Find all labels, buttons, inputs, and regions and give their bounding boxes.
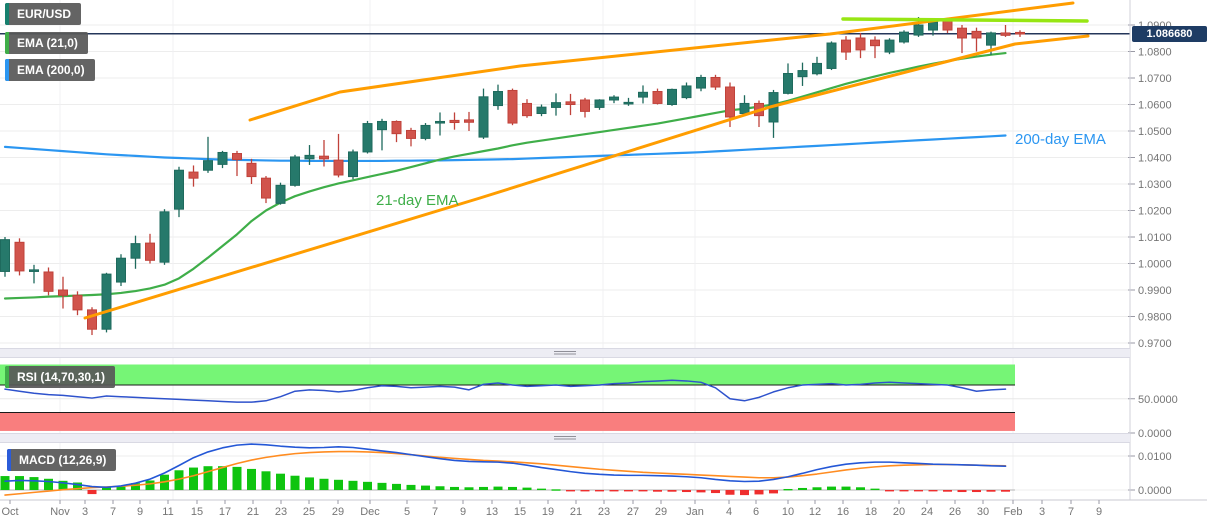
svg-text:0.0000: 0.0000 [1138, 485, 1172, 497]
svg-text:3: 3 [82, 506, 88, 518]
svg-text:Dec: Dec [360, 506, 380, 518]
svg-text:29: 29 [655, 506, 667, 518]
rsi-panel[interactable] [0, 364, 1130, 431]
ema21-annotation: 21-day EMA [376, 192, 459, 209]
ema200-badge-label: EMA (200,0) [17, 63, 85, 77]
svg-text:0.9900: 0.9900 [1138, 285, 1172, 297]
svg-text:21: 21 [570, 506, 582, 518]
svg-text:15: 15 [191, 506, 203, 518]
svg-text:15: 15 [514, 506, 526, 518]
ema21-line [3, 51, 1007, 300]
svg-text:3: 3 [1039, 506, 1045, 518]
svg-text:11: 11 [162, 506, 173, 518]
svg-text:Feb: Feb [1004, 506, 1023, 518]
macd-badge-label: MACD (12,26,9) [19, 453, 107, 467]
svg-text:1.0100: 1.0100 [1138, 232, 1172, 244]
svg-text:12: 12 [809, 506, 821, 518]
rsi-axis[interactable]: 50.0000 0.0000 [1128, 394, 1178, 440]
svg-text:Nov: Nov [50, 506, 70, 518]
svg-text:4: 4 [726, 506, 732, 518]
symbol-badge: EUR/USD [5, 3, 82, 25]
svg-text:26: 26 [949, 506, 961, 518]
svg-text:17: 17 [219, 506, 231, 518]
svg-text:19: 19 [542, 506, 554, 518]
symbol-badge-label: EUR/USD [17, 7, 72, 21]
svg-text:1.0500: 1.0500 [1138, 126, 1172, 138]
svg-text:7: 7 [1068, 506, 1074, 518]
symbol-accent-bar [5, 3, 9, 25]
splitter-grip-icon[interactable] [554, 351, 576, 356]
svg-text:16: 16 [837, 506, 849, 518]
panel-splitter-macd[interactable] [0, 433, 1130, 443]
rsi-badge: RSI (14,70,30,1) [5, 366, 116, 388]
svg-text:24: 24 [921, 506, 933, 518]
svg-text:0.9800: 0.9800 [1138, 312, 1172, 324]
splitter-grip-icon[interactable] [554, 436, 576, 441]
trendlines [83, 1, 1090, 320]
svg-text:0.0100: 0.0100 [1138, 451, 1172, 463]
candles-layer[interactable] [0, 17, 1025, 336]
svg-text:0.0000: 0.0000 [1138, 428, 1172, 440]
svg-text:7: 7 [432, 506, 438, 518]
svg-text:1.0800: 1.0800 [1138, 47, 1172, 59]
svg-text:23: 23 [598, 506, 610, 518]
svg-text:1.0400: 1.0400 [1138, 153, 1172, 165]
svg-text:29: 29 [332, 506, 344, 518]
ema21-accent-bar [5, 32, 9, 54]
macd-accent-bar [7, 449, 11, 471]
svg-text:30: 30 [977, 506, 989, 518]
svg-text:6: 6 [753, 506, 759, 518]
svg-text:13: 13 [486, 506, 498, 518]
svg-text:0.9700: 0.9700 [1138, 338, 1172, 350]
svg-text:1.0600: 1.0600 [1138, 100, 1172, 112]
svg-text:7: 7 [110, 506, 116, 518]
svg-text:9: 9 [460, 506, 466, 518]
date-axis[interactable]: Oct Nov 3 7 9 11 15 17 21 23 25 29 Dec 5 7 9 13 15 19 21 23 2… [0, 499, 1207, 518]
svg-text:Jan: Jan [686, 506, 704, 518]
ema200-line [3, 134, 1007, 163]
ema200-annotation: 200-day EMA [1015, 131, 1106, 148]
ema21-badge: EMA (21,0) [5, 32, 88, 54]
price-axis[interactable]: 1.09001.08001.07001.06001.05001.04001.03… [1128, 20, 1172, 350]
svg-text:9: 9 [137, 506, 143, 518]
svg-text:18: 18 [865, 506, 877, 518]
svg-text:25: 25 [303, 506, 315, 518]
ema21-badge-label: EMA (21,0) [17, 36, 78, 50]
svg-text:23: 23 [275, 506, 287, 518]
svg-text:Oct: Oct [1, 506, 18, 518]
current-price-badge: 1.086680 [1132, 26, 1207, 42]
svg-text:21: 21 [247, 506, 259, 518]
svg-text:50.0000: 50.0000 [1138, 394, 1178, 406]
svg-text:9: 9 [1096, 506, 1102, 518]
macd-panel[interactable] [0, 443, 1130, 496]
svg-text:20: 20 [893, 506, 905, 518]
svg-text:1.0000: 1.0000 [1138, 259, 1172, 271]
macd-badge: MACD (12,26,9) [7, 449, 117, 471]
svg-text:1.0700: 1.0700 [1138, 73, 1172, 85]
svg-text:27: 27 [627, 506, 639, 518]
svg-text:5: 5 [404, 506, 410, 518]
svg-text:10: 10 [782, 506, 794, 518]
rsi-badge-label: RSI (14,70,30,1) [17, 370, 106, 384]
svg-text:1.0300: 1.0300 [1138, 179, 1172, 191]
ema200-accent-bar [5, 59, 9, 81]
panel-splitter-rsi[interactable] [0, 348, 1130, 358]
rsi-accent-bar [5, 366, 9, 388]
ema200-badge: EMA (200,0) [5, 59, 95, 81]
macd-axis[interactable]: 0.0100 0.0000 [1128, 451, 1172, 497]
svg-text:1.0200: 1.0200 [1138, 206, 1172, 218]
